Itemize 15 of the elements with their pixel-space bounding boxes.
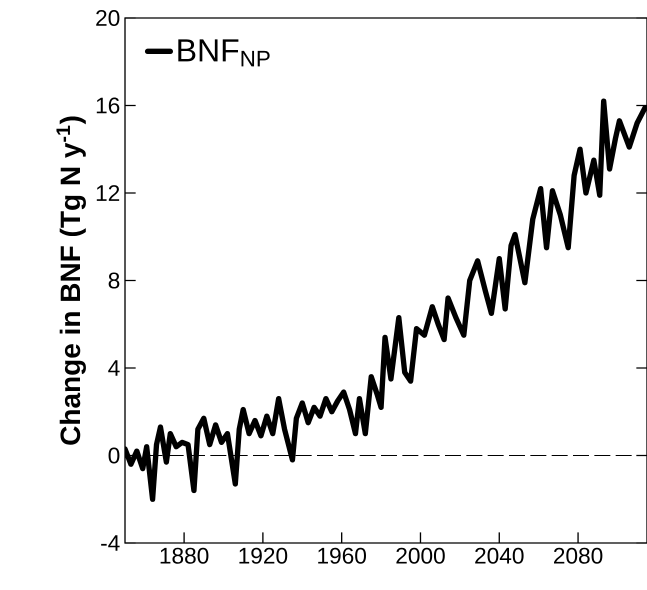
y-axis-title: Change in BNF (Tg N y$^{-1}$) [56, 116, 86, 445]
x-tick-label: 2000 [396, 548, 445, 564]
x-tick-label: 2040 [475, 548, 524, 564]
y-tick-label: 4 [108, 360, 120, 376]
x-tick-label: 1880 [160, 548, 208, 564]
x-tick-label: 2080 [554, 548, 602, 564]
y-tick-label: 16 [96, 97, 120, 114]
y-tick-label: 12 [96, 185, 120, 201]
y-tick-label: -4 [101, 535, 120, 551]
x-tick-label: 1920 [239, 548, 288, 564]
y-tick-label: 0 [108, 447, 120, 464]
legend-label: BNF$_{NP}$ [178, 39, 270, 66]
x-tick-label: 1960 [318, 548, 366, 564]
y-tick-label: 8 [108, 272, 120, 289]
y-tick-label: 20 [96, 10, 120, 26]
